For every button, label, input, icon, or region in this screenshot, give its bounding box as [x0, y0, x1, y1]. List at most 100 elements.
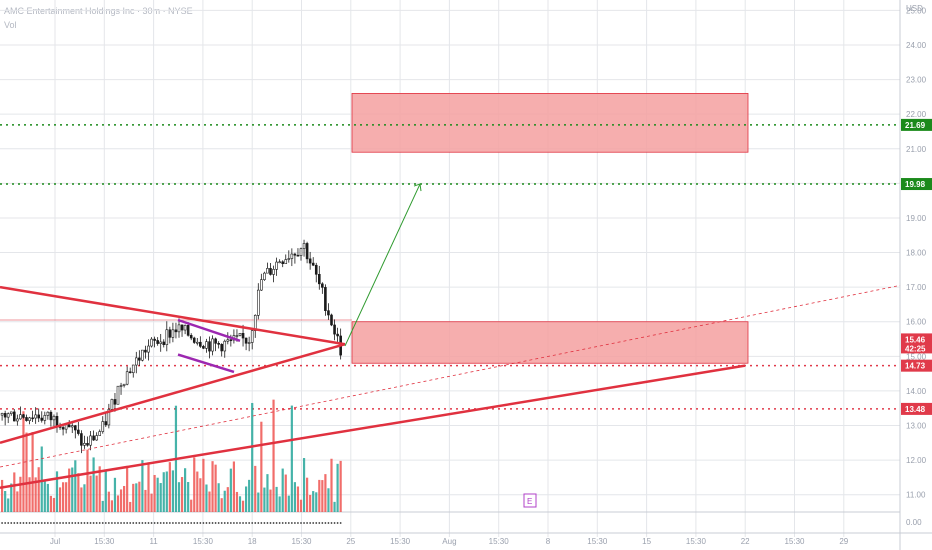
volume-bar	[266, 474, 269, 512]
volume-bar	[226, 487, 229, 512]
volume-bar	[248, 479, 251, 512]
volume-bar	[13, 472, 16, 512]
y-tick-label: 19.00	[906, 214, 927, 223]
volume-bar	[275, 486, 278, 512]
volume-bar	[126, 466, 129, 512]
candle-body	[77, 429, 80, 434]
volume-bar	[135, 483, 138, 512]
candle-body	[314, 264, 318, 275]
price-level-badge	[901, 118, 932, 131]
volume-bar	[245, 486, 248, 512]
candle-body	[22, 414, 25, 418]
session-dot	[181, 522, 183, 524]
candle-body	[6, 413, 10, 418]
session-dot	[263, 522, 266, 524]
session-dot	[13, 522, 16, 524]
volume-bar	[336, 463, 339, 512]
session-dot	[104, 522, 107, 524]
x-tick-label: 15:30	[291, 537, 312, 546]
session-dot	[251, 522, 254, 524]
volume-bar	[7, 498, 10, 512]
price-level-value: 14.73	[905, 362, 926, 371]
volume-bar	[254, 465, 257, 512]
candle-body	[296, 254, 300, 257]
candle-body	[220, 344, 223, 352]
volume-bar	[62, 482, 65, 512]
volume-bar	[208, 491, 211, 512]
volume-bar	[22, 411, 25, 512]
volume-bar	[312, 491, 315, 512]
session-dot	[196, 522, 199, 524]
session-dot	[211, 522, 214, 524]
candle-body	[244, 337, 248, 344]
volume-bar	[92, 457, 95, 512]
session-dot	[193, 522, 196, 524]
session-dot	[226, 522, 229, 524]
volume-bar	[339, 460, 342, 512]
x-tick-label: 11	[149, 537, 158, 546]
volume-bar	[333, 501, 336, 512]
session-dot	[336, 522, 339, 524]
volume-bar	[299, 499, 303, 512]
volume-bar	[302, 458, 306, 512]
candle-body	[153, 338, 156, 341]
x-tick-label: 22	[741, 537, 750, 546]
candle-body	[125, 371, 129, 385]
candle-body	[327, 310, 330, 316]
candle-body	[74, 425, 77, 431]
candle-body	[269, 268, 272, 275]
long-term-trendline	[0, 364, 746, 490]
volume-bar	[107, 491, 110, 512]
session-dot	[159, 522, 162, 524]
candle-body	[278, 261, 281, 264]
candle-body	[92, 435, 95, 441]
volume-bar	[89, 475, 92, 512]
session-dot	[202, 522, 205, 524]
candle-body	[40, 417, 44, 421]
session-dot	[300, 522, 302, 524]
candle-body	[311, 262, 315, 266]
volume-bar	[119, 489, 123, 512]
volume-bar	[159, 483, 162, 512]
candle-body	[110, 399, 114, 410]
candle-body	[107, 409, 111, 426]
candle-body	[217, 343, 220, 345]
session-dot	[315, 522, 318, 524]
projection-arrow-head	[413, 183, 422, 192]
session-dot	[321, 522, 324, 524]
candle-body	[336, 333, 339, 337]
session-dot	[31, 522, 34, 524]
volume-bar	[293, 482, 296, 512]
candle-body	[55, 415, 59, 427]
candle-body	[263, 272, 266, 280]
session-dot	[281, 522, 284, 524]
volume-bar	[263, 487, 266, 512]
candle-body	[177, 324, 181, 333]
candle-body	[208, 341, 211, 352]
session-dot	[220, 522, 223, 524]
candle-body	[147, 345, 150, 353]
session-dot	[59, 522, 61, 524]
volume-bar	[211, 461, 214, 512]
candle-body	[9, 411, 13, 414]
x-tick-label: 15:30	[94, 537, 115, 546]
candle-body	[250, 330, 254, 343]
volume-bar	[4, 491, 7, 512]
candle-body	[19, 414, 22, 420]
volume-bar	[144, 489, 147, 512]
session-dot	[126, 522, 129, 524]
session-dot	[101, 522, 104, 524]
volume-bar	[31, 432, 34, 512]
session-dot	[324, 522, 327, 524]
x-tick-label: 15:30	[686, 537, 707, 546]
volume-bar	[162, 472, 165, 512]
candle-body	[34, 414, 37, 419]
candle-body	[284, 259, 288, 264]
volume-bar	[281, 468, 284, 512]
candle-body	[67, 424, 71, 428]
session-dot	[223, 522, 226, 524]
candle-body	[293, 253, 297, 256]
volume-bar	[315, 492, 318, 512]
